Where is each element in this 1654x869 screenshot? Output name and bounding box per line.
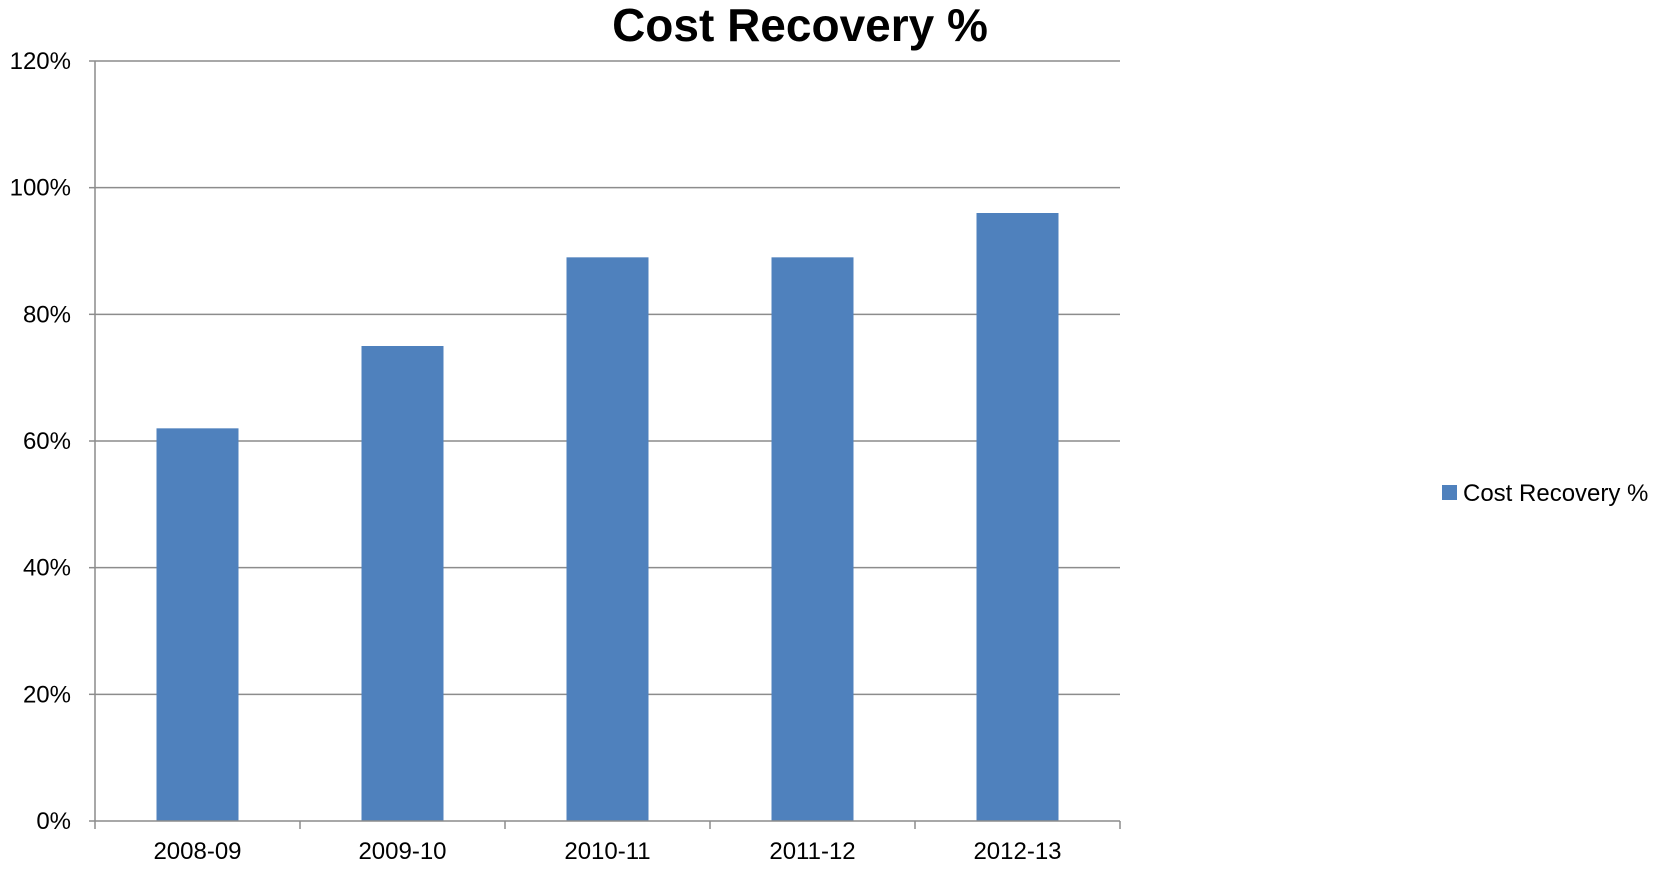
x-axis-tick-label: 2012-13 [973, 838, 1061, 864]
y-axis-tick-label: 120% [10, 48, 71, 75]
axes [89, 60, 1121, 829]
y-axis-tick-label: 40% [23, 555, 71, 582]
y-axis-tick-label: 100% [10, 175, 71, 202]
bar [361, 346, 444, 821]
bars [156, 213, 1059, 821]
x-axis-tick-label: 2008-09 [153, 838, 241, 864]
y-axis-tick-labels: 0% 20% 40% 60% 80% 100% 120% [10, 48, 71, 835]
x-axis-tick-label: 2011-12 [769, 838, 855, 864]
legend: Cost Recovery % [1442, 480, 1648, 507]
legend-label: Cost Recovery % [1463, 480, 1648, 507]
x-axis-tick-label: 2010-11 [564, 838, 650, 864]
bar [156, 428, 239, 821]
y-axis-tick-label: 20% [23, 681, 71, 708]
bar [976, 213, 1059, 821]
chart-title: Cost Recovery % [612, 0, 988, 51]
x-axis-tick-label: 2009-10 [358, 838, 446, 864]
y-axis-tick-label: 80% [23, 301, 71, 328]
bar [771, 257, 854, 821]
x-axis-tick-labels: 2008-09 2009-10 2010-11 2011-12 2012-13 [153, 838, 1061, 865]
legend-swatch [1442, 485, 1457, 500]
y-axis-tick-label: 0% [36, 808, 71, 835]
bar [566, 257, 649, 821]
y-axis-tick-label: 60% [23, 428, 71, 455]
